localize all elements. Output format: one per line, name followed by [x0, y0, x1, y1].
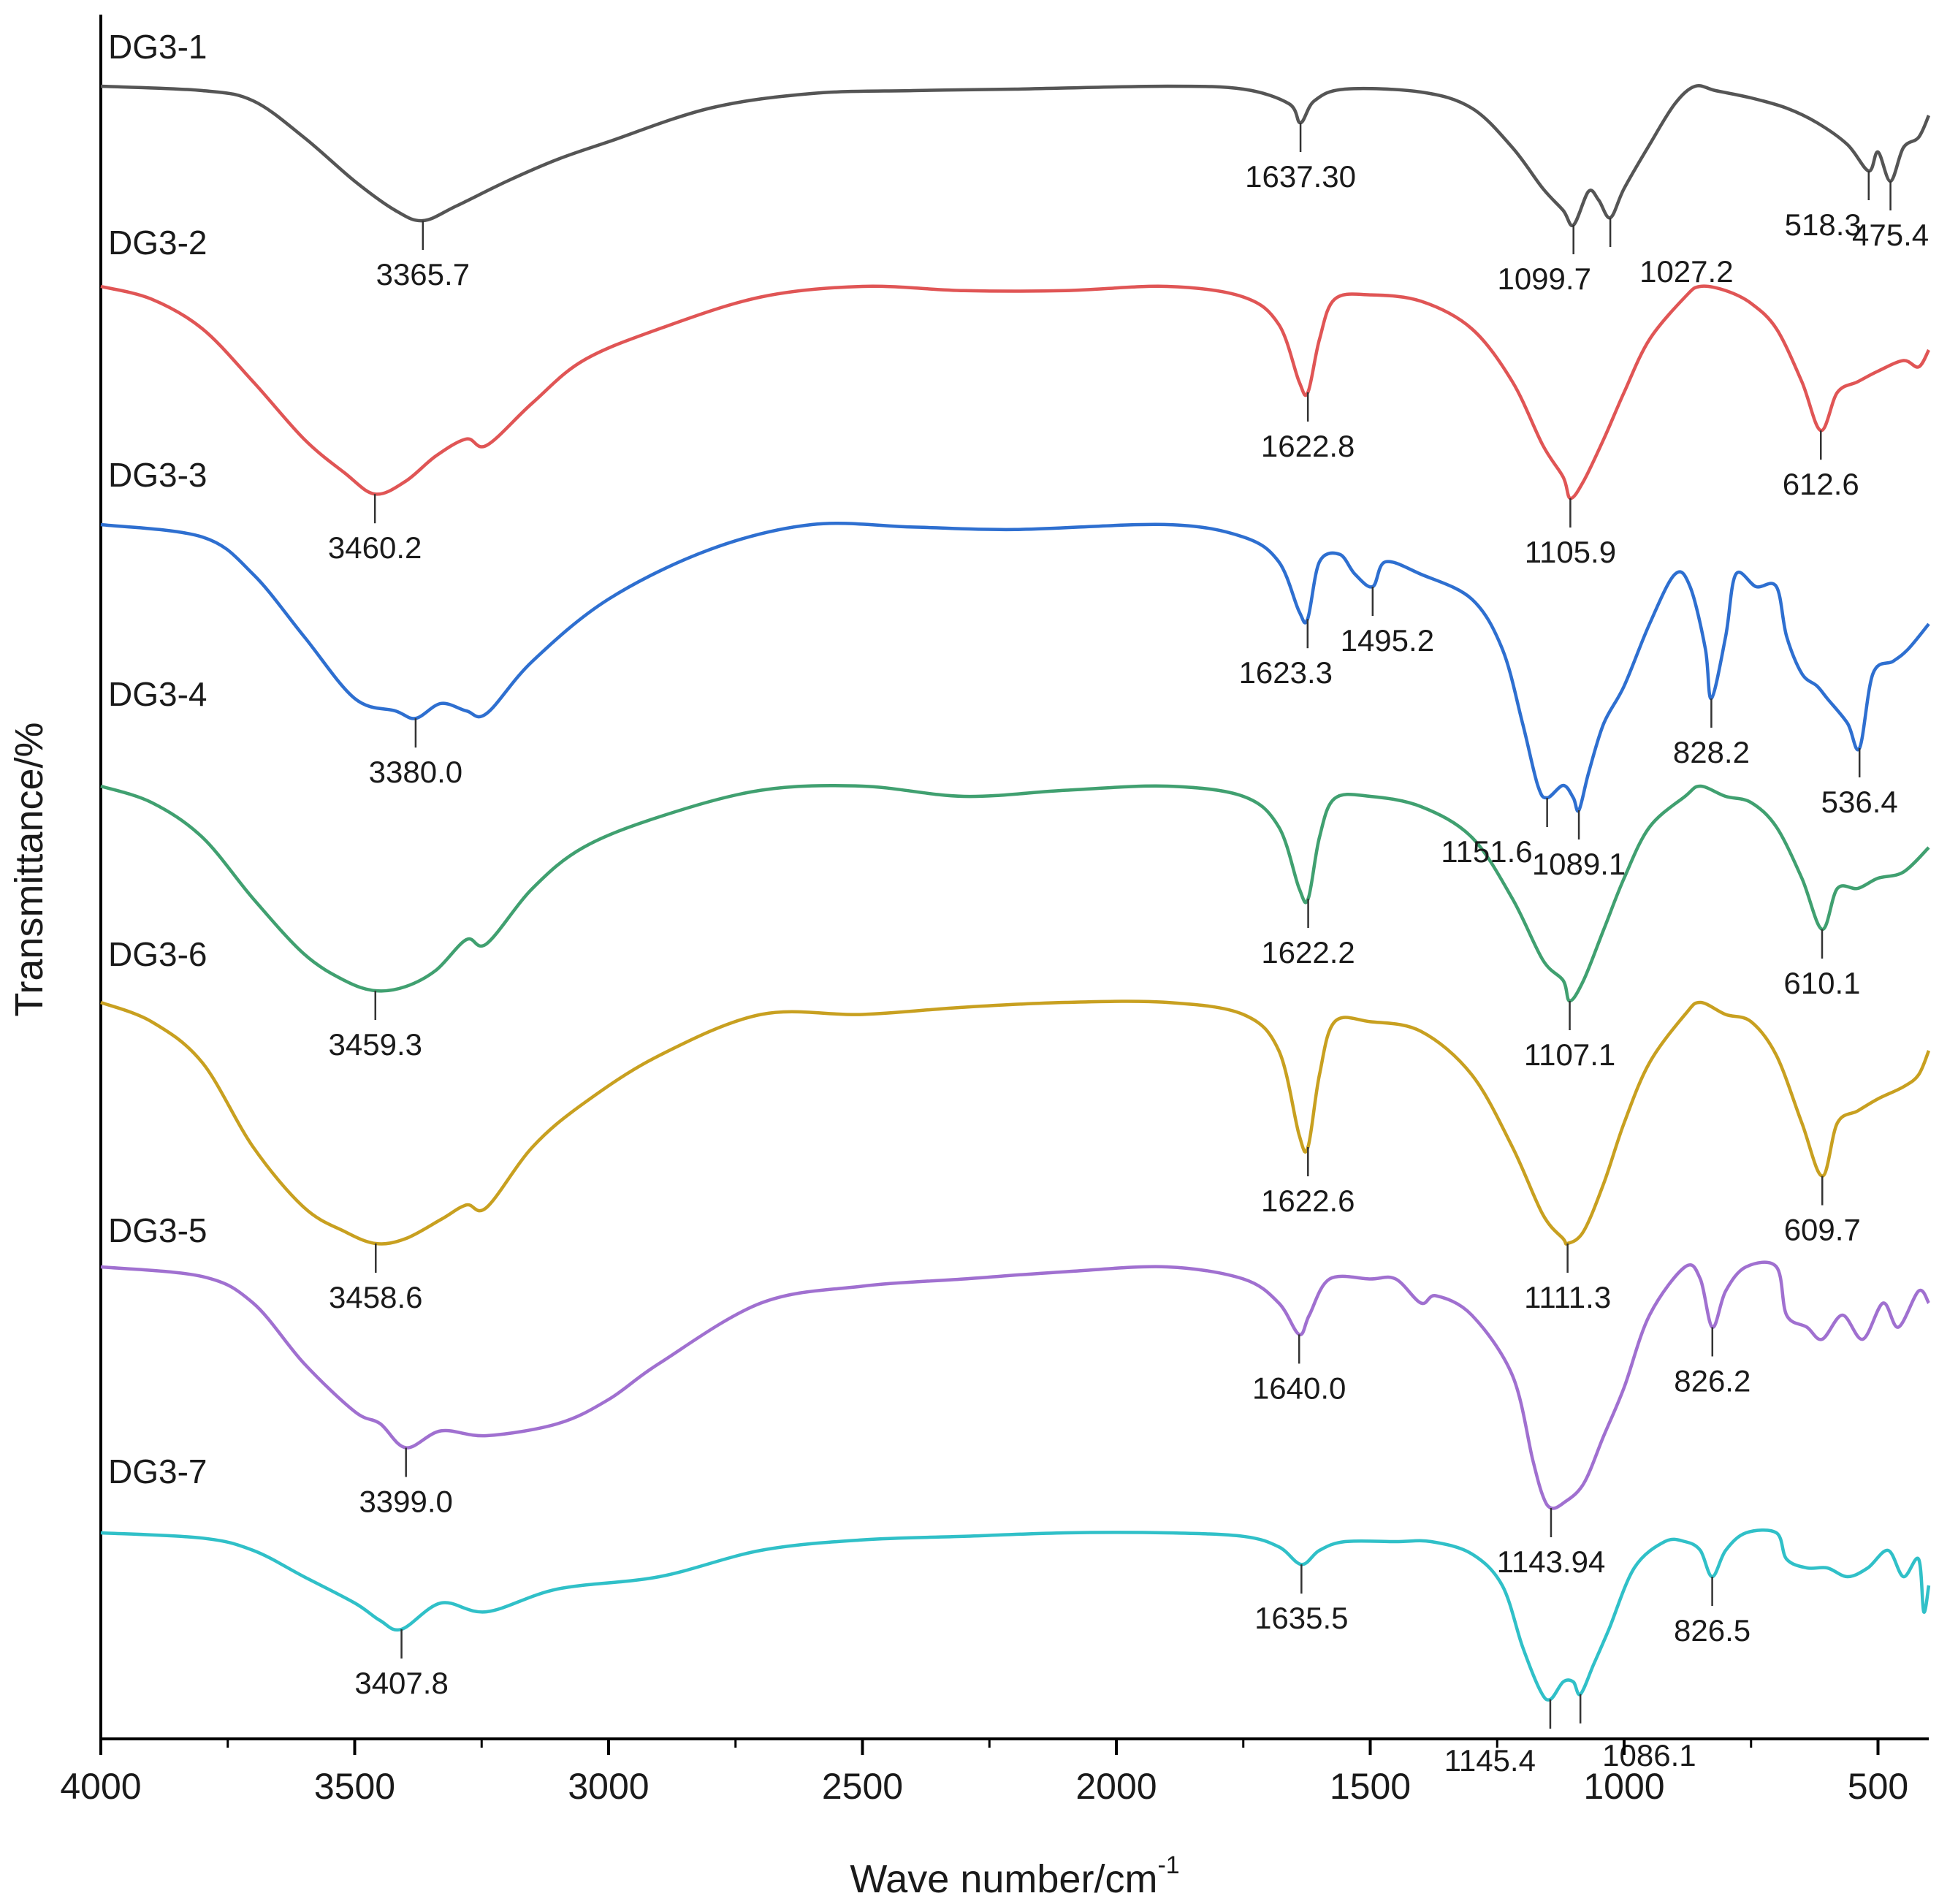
- x-tick-label: 1000: [1583, 1766, 1664, 1807]
- series-line-dg3-6: [100, 999, 1931, 1246]
- peak-label: 1151.6: [1441, 834, 1532, 869]
- x-axis-ticks: 4000 3500 3000 2500 2000 1500 1000 500: [60, 1739, 1908, 1807]
- series-line-dg3-1: [100, 84, 1931, 227]
- series-label-dg3-3: DG3-3: [108, 456, 207, 494]
- peak-label: 1089.1: [1532, 847, 1626, 881]
- peak-label: 1105.9: [1525, 535, 1616, 569]
- peak-label: 3459.3: [329, 1027, 422, 1062]
- peak-label: 1027.2: [1639, 254, 1733, 289]
- peak-label: 1099.7: [1497, 262, 1591, 296]
- peak-label: 1107.1: [1524, 1037, 1615, 1072]
- series-label-dg3-5: DG3-5: [108, 1211, 207, 1249]
- series-label-dg3-4: DG3-4: [108, 675, 207, 713]
- peak-label: 3380.0: [369, 755, 462, 789]
- peak-label: 518.3: [1785, 207, 1862, 242]
- peak-label: 1111.3: [1524, 1280, 1611, 1314]
- x-axis-title-superscript: -1: [1157, 1851, 1179, 1879]
- series-line-dg3-3: [100, 521, 1930, 813]
- peak-label: 1145.4: [1444, 1743, 1536, 1778]
- peak-label: 1086.1: [1602, 1738, 1696, 1772]
- peak-label: 1640.0: [1252, 1371, 1346, 1405]
- series-layer: [100, 84, 1931, 1702]
- series-line-dg3-5: [100, 1260, 1930, 1510]
- series-line-dg3-7: [100, 1528, 1931, 1702]
- peak-label: 1637.30: [1245, 159, 1356, 194]
- peak-label: 612.6: [1783, 467, 1859, 501]
- x-tick-label: 4000: [60, 1766, 141, 1807]
- peak-label: 3399.0: [359, 1485, 452, 1519]
- peak-label: 1622.2: [1261, 935, 1355, 970]
- peak-label: 1622.8: [1261, 429, 1355, 463]
- peak-label: 3460.2: [328, 530, 422, 565]
- peak-label: 1495.2: [1341, 623, 1434, 658]
- x-axis-title-text: Wave number/cm: [850, 1857, 1157, 1901]
- x-tick-label: 3500: [314, 1766, 395, 1807]
- y-axis-title: Transmittance/%: [7, 722, 51, 1016]
- peak-label: 826.2: [1674, 1364, 1751, 1398]
- x-tick-label: 2500: [822, 1766, 903, 1807]
- series-label-dg3-2: DG3-2: [108, 224, 207, 262]
- series-label-dg3-6: DG3-6: [108, 935, 207, 973]
- peak-label: 1143.94: [1497, 1545, 1606, 1579]
- x-tick-label: 1500: [1330, 1766, 1411, 1807]
- peak-label: 3458.6: [329, 1280, 422, 1314]
- series-label-dg3-7: DG3-7: [108, 1452, 207, 1490]
- peak-label: 826.5: [1674, 1613, 1751, 1648]
- x-axis-title: Wave number/cm-1: [850, 1851, 1179, 1901]
- peak-label: 828.2: [1673, 735, 1750, 769]
- x-tick-label: 3000: [568, 1766, 649, 1807]
- series-labels: DG3-1 DG3-2 DG3-3 DG3-4 DG3-6 DG3-5 DG3-7: [108, 28, 207, 1490]
- x-tick-label: 500: [1848, 1766, 1908, 1807]
- peak-label: 1622.6: [1261, 1184, 1355, 1218]
- peak-label: 3365.7: [376, 257, 470, 292]
- peak-label: 1623.3: [1239, 655, 1333, 690]
- series-line-dg3-4: [100, 784, 1930, 1003]
- peak-label: 610.1: [1783, 966, 1860, 1000]
- series-line-dg3-2: [100, 284, 1931, 500]
- peak-label: 1635.5: [1254, 1601, 1348, 1635]
- peak-label: 609.7: [1784, 1213, 1861, 1247]
- peak-label: 3407.8: [354, 1666, 448, 1700]
- series-label-dg3-1: DG3-1: [108, 28, 207, 66]
- x-tick-label: 2000: [1075, 1766, 1157, 1807]
- peak-label: 536.4: [1821, 785, 1898, 819]
- peak-label: 475.4: [1852, 218, 1929, 252]
